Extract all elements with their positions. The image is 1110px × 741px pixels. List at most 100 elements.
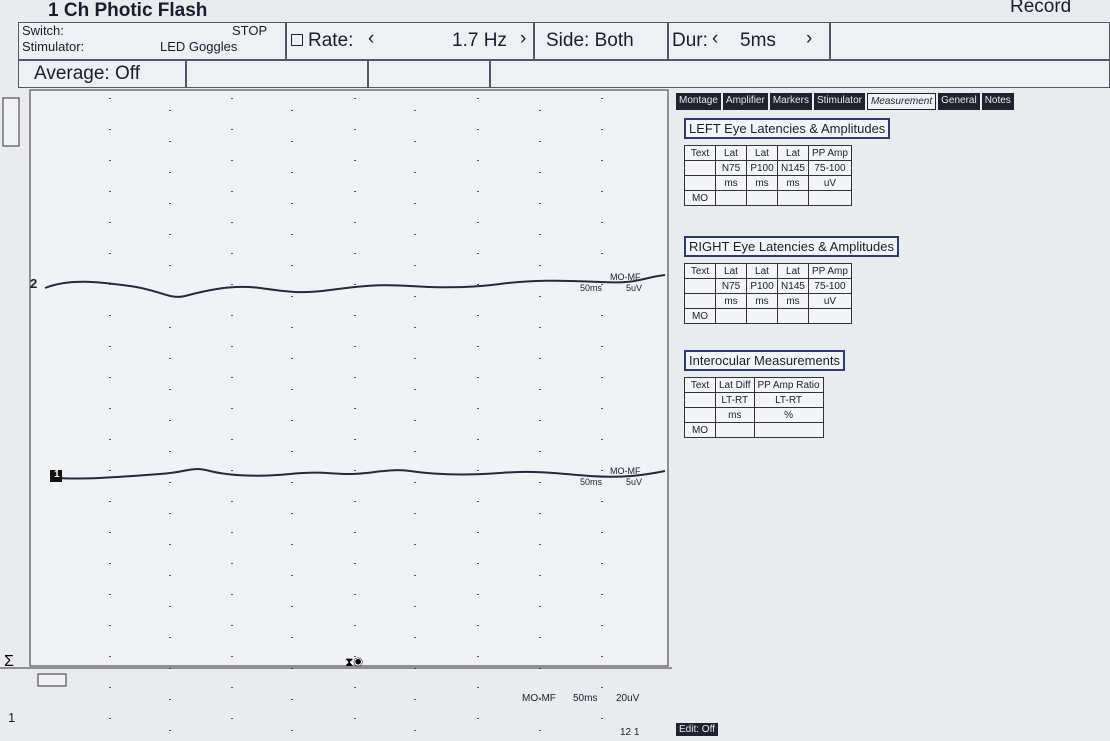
tab[interactable]: Measurement (867, 93, 936, 110)
table-cell: LT-RT (716, 393, 755, 408)
table-cell[interactable] (778, 191, 809, 206)
table-cell: LT-RT (754, 393, 823, 408)
table-cell: ms (716, 176, 747, 191)
montage-label: MO-MF (522, 693, 556, 704)
empty-box (830, 22, 1110, 60)
dur-value: 5ms (740, 30, 776, 52)
tab[interactable]: General (938, 93, 980, 110)
cursor-icon[interactable]: ⧗◉ (345, 655, 363, 669)
channel-label: 1 (8, 710, 15, 725)
timebase-label: 50ms (580, 477, 602, 487)
table-cell: % (754, 408, 823, 423)
table-row: TextLatLatLatPP Amp (685, 146, 852, 161)
table-row: ms% (685, 408, 824, 423)
table-cell[interactable] (754, 423, 823, 438)
table-cell: 75-100 (809, 279, 852, 294)
tab[interactable]: Markers (770, 93, 812, 110)
tab[interactable]: Amplifier (723, 93, 768, 110)
table-cell (685, 279, 716, 294)
tab[interactable]: Stimulator (814, 93, 865, 110)
table-cell (685, 393, 716, 408)
table-cell: Lat (778, 146, 809, 161)
empty-box (490, 60, 1110, 88)
table-cell[interactable] (716, 309, 747, 324)
measurement-table: TextLatLatLatPP AmpN75P100N14575-100msms… (684, 145, 852, 206)
channel-label: 1 (54, 469, 60, 480)
table-cell[interactable] (778, 309, 809, 324)
page-label: 12 1 (620, 727, 639, 738)
table-title: Interocular Measurements (684, 350, 845, 371)
page: 1 Ch Photic Flash Record Switch: Stimula… (0, 0, 1110, 741)
table-cell[interactable] (809, 191, 852, 206)
table-title: RIGHT Eye Latencies & Amplitudes (684, 236, 899, 257)
table-cell: Text (685, 146, 716, 161)
average-value[interactable]: Average: Off (34, 63, 140, 85)
sum-icon[interactable]: Σ (4, 653, 14, 670)
table-cell: Lat Diff (716, 378, 755, 393)
edit-status[interactable]: Edit: Off (676, 723, 718, 736)
table-cell: N145 (778, 161, 809, 176)
table-cell: P100 (747, 161, 778, 176)
record-label[interactable]: Record (1010, 0, 1071, 18)
table-cell: MO (685, 309, 716, 324)
toolbar-icons[interactable] (3, 98, 19, 146)
channel-label: 2 (30, 276, 37, 291)
table-cell: Text (685, 378, 716, 393)
table-row: MO (685, 423, 824, 438)
table-cell: ms (778, 294, 809, 309)
table-cell[interactable] (716, 191, 747, 206)
table-cell[interactable] (716, 423, 755, 438)
table-row: MO (685, 191, 852, 206)
table-cell: ms (716, 294, 747, 309)
arrow-left[interactable]: ‹ (368, 28, 374, 50)
arrow-left[interactable]: ‹ (712, 28, 718, 50)
sensitivity-label: 5uV (626, 477, 642, 487)
arrow-right[interactable]: › (520, 28, 526, 50)
table-row: MO (685, 309, 852, 324)
table-cell[interactable] (747, 191, 778, 206)
mode-icon[interactable] (38, 674, 66, 686)
tab[interactable]: Montage (676, 93, 721, 110)
table-cell (685, 294, 716, 309)
rate-value: 1.7 Hz (452, 30, 507, 52)
table-title: LEFT Eye Latencies & Amplitudes (684, 118, 890, 139)
table-cell[interactable] (809, 309, 852, 324)
montage-label: MO-MF (610, 466, 641, 476)
table-cell: 75-100 (809, 161, 852, 176)
table-cell: PP Amp Ratio (754, 378, 823, 393)
side-value[interactable]: Side: Both (546, 30, 634, 52)
switch-label: Switch: (22, 24, 64, 38)
stop-label[interactable]: STOP (232, 24, 267, 38)
tab[interactable]: Notes (982, 93, 1014, 110)
empty-box (186, 60, 368, 88)
table-cell: Lat (778, 264, 809, 279)
timebase-label: 50ms (580, 283, 602, 293)
table-cell: uV (809, 294, 852, 309)
table-cell: N75 (716, 161, 747, 176)
table-cell: ms (778, 176, 809, 191)
table-cell: PP Amp (809, 264, 852, 279)
montage-label: MO-MF (610, 272, 641, 282)
table-cell: N75 (716, 279, 747, 294)
dur-label: Dur: (672, 30, 708, 52)
arrow-right[interactable]: › (806, 28, 812, 50)
checkbox[interactable] (291, 34, 303, 46)
table-cell: Text (685, 264, 716, 279)
stimulator-value: LED Goggles (160, 40, 237, 54)
table-cell: N145 (778, 279, 809, 294)
table-cell[interactable] (747, 309, 778, 324)
table-row: msmsmsuV (685, 176, 852, 191)
table-cell: uV (809, 176, 852, 191)
sensitivity-label: 20uV (616, 693, 639, 704)
table-cell: ms (747, 176, 778, 191)
window-title: 1 Ch Photic Flash (48, 0, 207, 22)
timebase-label: 50ms (573, 693, 597, 704)
